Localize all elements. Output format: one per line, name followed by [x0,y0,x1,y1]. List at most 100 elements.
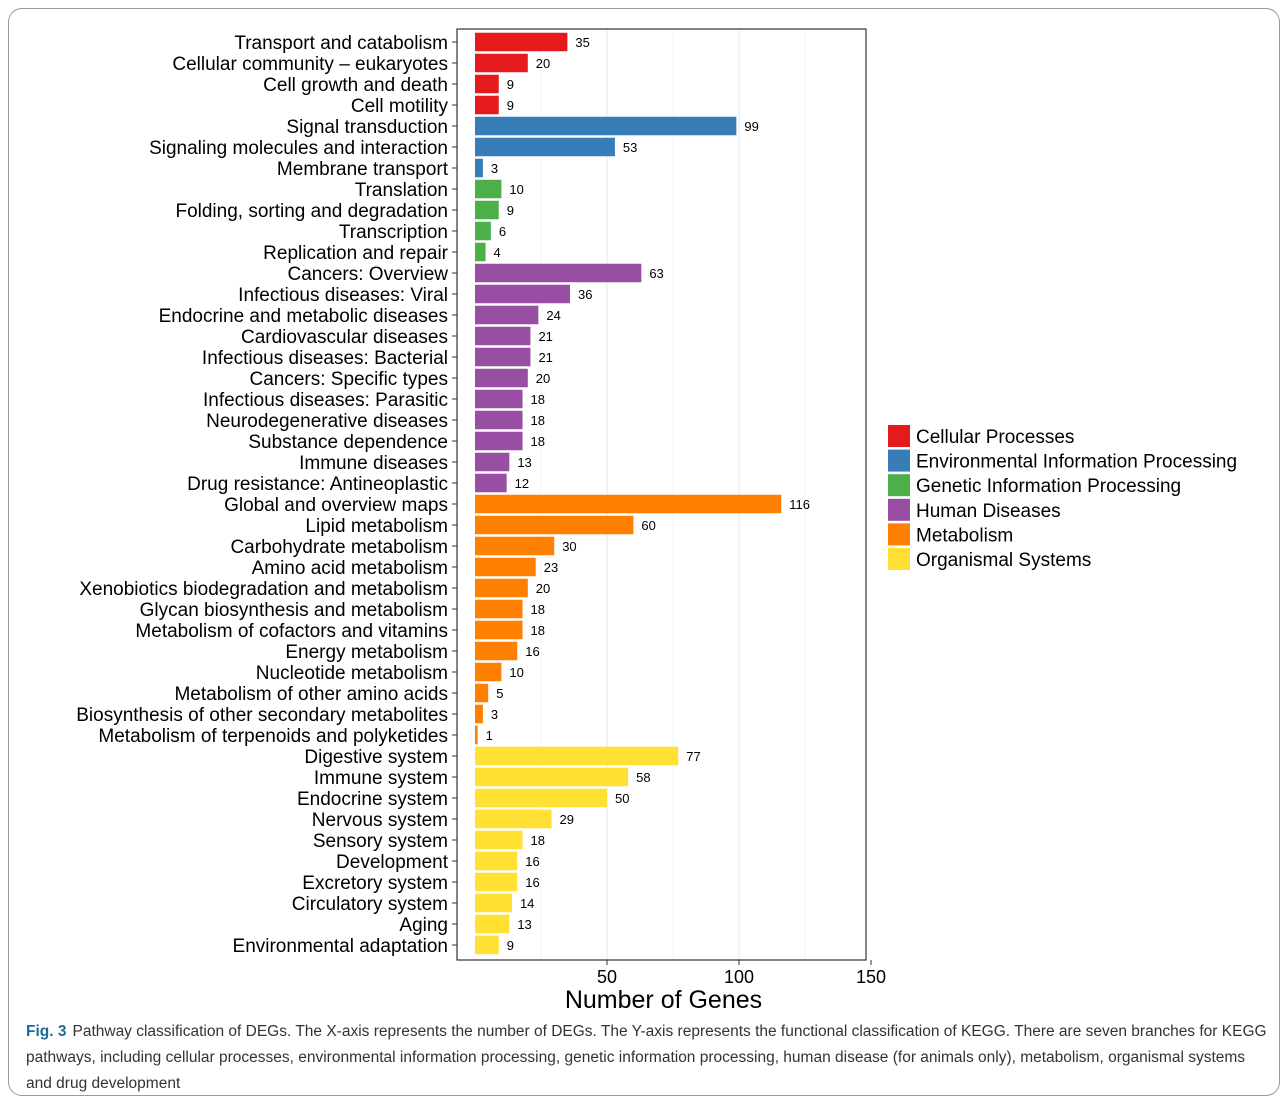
legend-swatch [888,425,910,447]
bar-value-label: 35 [575,35,589,50]
bar-value-label: 21 [538,350,552,365]
legend-label: Environmental Information Processing [916,452,1237,473]
bar [475,263,642,283]
bar-value-label: 9 [507,98,514,113]
bar [475,788,607,808]
bar-value-label: 12 [515,476,529,491]
bar-value-label: 16 [525,854,539,869]
category-label: Signal transduction [286,117,448,138]
category-label: Development [336,852,449,873]
grid-lines [540,29,806,960]
bar [475,725,478,745]
bar [475,494,782,514]
category-label: Infectious diseases: Bacterial [202,348,448,369]
category-label: Metabolism of terpenoids and polyketides [98,726,448,747]
category-label: Membrane transport [277,159,449,180]
bar-value-label: 10 [509,665,523,680]
bar [475,410,523,430]
bar [475,389,523,409]
x-tick-label: 150 [856,967,886,987]
category-label: Cardiovascular diseases [241,327,448,348]
category-label: Cell growth and death [263,75,448,96]
bar-value-label: 13 [517,455,531,470]
caption-text: Pathway classification of DEGs. The X-ax… [26,1023,1267,1092]
bar [475,557,536,577]
bar-value-label: 9 [507,938,514,953]
category-label: Glycan biosynthesis and metabolism [140,600,448,621]
category-label: Circulatory system [292,894,448,915]
bar-value-label: 24 [546,308,560,323]
bar-value-label: 60 [641,518,655,533]
bar-value-label: 6 [499,224,506,239]
bar [475,221,491,241]
bar [475,473,507,493]
x-tick-label: 50 [597,967,617,987]
category-label: Transport and catabolism [234,33,448,54]
bar-value-label: 116 [789,497,810,512]
figure-frame [8,8,1280,1096]
category-label: Global and overview maps [224,495,448,516]
bar [475,683,489,703]
bar [475,158,483,178]
bar [475,305,539,325]
bar-value-label: 58 [636,770,650,785]
bar-value-label: 3 [491,161,498,176]
category-label: Endocrine and metabolic diseases [159,306,448,327]
bars: 3520999953310964633624212120181818131211… [475,32,810,955]
category-label: Signaling molecules and interaction [149,138,448,159]
bar [475,137,615,157]
bar [475,179,502,199]
bar-value-label: 20 [536,56,550,71]
kegg-bar-chart: 3520999953310964633624212120181818131211… [76,28,1237,1014]
category-label: Cell motility [351,96,449,117]
category-label: Xenobiotics biodegradation and metabolis… [79,579,448,600]
bar-value-label: 5 [496,686,503,701]
bar [475,767,629,787]
x-tick-label: 100 [724,967,754,987]
bar-value-label: 63 [649,266,663,281]
x-axis-title: Number of Genes [565,986,762,1014]
bar-value-label: 36 [578,287,592,302]
category-label: Immune system [314,768,448,789]
category-label: Transcription [339,222,448,243]
category-label: Nervous system [312,810,448,831]
legend-label: Organismal Systems [916,550,1091,571]
bar [475,599,523,619]
bar [475,242,486,262]
bar-value-label: 18 [531,623,545,638]
bar [475,746,679,766]
bar-value-label: 77 [686,749,700,764]
category-label: Carbohydrate metabolism [230,537,448,558]
bar [475,368,528,388]
bar-value-label: 20 [536,581,550,596]
legend-swatch [888,498,910,521]
category-label: Cancers: Specific types [249,369,448,390]
bar-value-label: 21 [538,329,552,344]
legend-swatch [888,449,910,472]
category-label: Infectious diseases: Viral [238,285,448,306]
bar-value-label: 3 [491,707,498,722]
category-label: Amino acid metabolism [252,558,448,579]
legend-label: Cellular Processes [916,427,1074,448]
category-label: Replication and repair [263,243,449,264]
caption-label: Fig. 3 [26,1023,67,1040]
legend-swatch [888,548,910,570]
bar-value-label: 9 [507,77,514,92]
bar-value-label: 29 [560,812,574,827]
category-label: Translation [355,180,448,201]
bar-value-label: 23 [544,560,558,575]
bar [475,200,499,220]
figure-caption: Fig. 3 Pathway classification of DEGs. Th… [26,1019,1271,1097]
bar [475,74,499,94]
bar [475,95,499,115]
bar [475,116,737,136]
bar [475,704,483,724]
bar [475,578,528,598]
bar [475,284,571,304]
bar [475,515,634,535]
category-label: Sensory system [313,831,448,852]
bar [475,32,568,52]
bar [475,620,523,640]
bar-value-label: 14 [520,896,534,911]
bar-value-label: 30 [562,539,576,554]
